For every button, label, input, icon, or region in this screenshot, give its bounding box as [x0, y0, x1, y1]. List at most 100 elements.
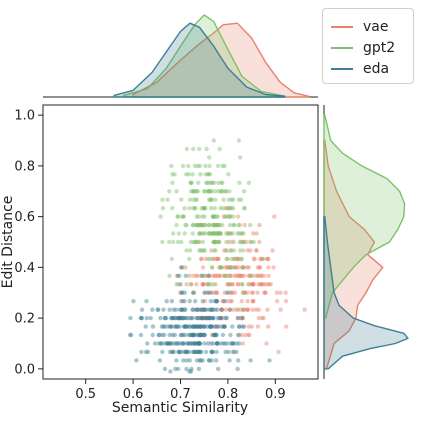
scatter-point-vae [235, 256, 240, 262]
scatter-point-gpt2 [194, 214, 199, 219]
scatter-point-vae [244, 307, 250, 312]
scatter-point-eda [222, 341, 227, 346]
scatter-point-eda [176, 341, 181, 346]
scatter-point-eda [215, 341, 220, 346]
scatter-point-eda [226, 349, 231, 355]
scatter-point-gpt2 [242, 206, 247, 211]
scatter-point-gpt2 [216, 231, 221, 236]
scatter-point-vae [241, 307, 246, 312]
scatter-point-vae [191, 273, 196, 278]
scatter-point-gpt2 [169, 256, 174, 262]
scatter-point-eda [207, 315, 212, 321]
scatter-point-vae [253, 307, 259, 312]
scatter-point-eda [159, 332, 165, 338]
scatter-point-vae [226, 206, 232, 211]
scatter-point-vae [199, 273, 204, 278]
scatter-point-eda [178, 341, 183, 346]
legend-label-vae: vae [363, 19, 389, 35]
scatter-point-vae [245, 307, 251, 312]
scatter-point-eda [198, 332, 203, 338]
scatter-point-eda [197, 332, 203, 338]
scatter-point-eda [207, 358, 212, 363]
scatter-point-gpt2 [228, 265, 233, 270]
scatter-point-gpt2 [212, 206, 217, 211]
scatter-point-vae [214, 299, 220, 304]
scatter-point-eda [195, 332, 201, 338]
scatter-point-gpt2 [219, 189, 224, 194]
scatter-point-vae [199, 256, 204, 262]
scatter-point-gpt2 [205, 282, 210, 287]
scatter-point-eda [205, 324, 210, 329]
scatter-point-vae [250, 299, 255, 304]
x-tick-label: 0.9 [265, 387, 286, 402]
scatter-point-vae [209, 332, 215, 338]
scatter-point-gpt2 [206, 231, 212, 236]
scatter-point-vae [239, 332, 244, 338]
scatter-point-eda [143, 324, 148, 329]
scatter-point-vae [258, 282, 263, 287]
scatter-point-vae [302, 307, 307, 312]
scatter-point-eda [150, 332, 155, 338]
scatter-point-gpt2 [247, 239, 253, 245]
scatter-point-eda [210, 315, 216, 321]
scatter-point-gpt2 [188, 189, 194, 194]
scatter-point-eda [224, 315, 229, 321]
scatter-point-eda [157, 358, 163, 363]
scatter-point-eda [208, 324, 213, 329]
scatter-point-vae [259, 273, 264, 278]
scatter-point-gpt2 [203, 163, 208, 169]
x-tick-label: 0.7 [170, 387, 191, 402]
scatter-point-eda [223, 315, 228, 321]
scatter-point-gpt2 [191, 239, 196, 245]
scatter-point-gpt2 [220, 180, 225, 185]
scatter-point-eda [179, 265, 184, 270]
scatter-point-gpt2 [210, 231, 215, 236]
scatter-point-gpt2 [242, 206, 247, 211]
scatter-point-vae [202, 307, 207, 312]
scatter-point-eda [192, 341, 198, 346]
scatter-point-gpt2 [170, 239, 176, 245]
scatter-point-eda [241, 324, 247, 329]
scatter-point-vae [239, 315, 244, 321]
legend-label-gpt2: gpt2 [363, 40, 396, 56]
scatter-point-vae [243, 239, 249, 245]
scatter-point-vae [261, 315, 266, 321]
scatter-point-vae [271, 265, 276, 270]
scatter-point-gpt2 [200, 222, 205, 228]
scatter-point-eda [200, 315, 205, 321]
scatter-point-vae [263, 290, 268, 295]
scatter-point-vae [266, 273, 271, 278]
scatter-point-eda [236, 358, 241, 363]
scatter-point-gpt2 [220, 206, 226, 211]
scatter-point-eda [189, 332, 194, 338]
scatter-point-gpt2 [188, 180, 193, 185]
scatter-point-eda [190, 307, 195, 312]
scatter-point-eda [212, 299, 217, 304]
scatter-point-eda [185, 349, 190, 355]
scatter-point-gpt2 [216, 239, 221, 245]
legend-item-vae: vae [331, 17, 388, 37]
scatter-point-gpt2 [208, 282, 213, 287]
scatter-point-gpt2 [246, 282, 251, 287]
scatter-point-eda [192, 341, 197, 346]
scatter-point-eda [219, 307, 224, 312]
scatter-point-gpt2 [199, 206, 204, 211]
scatter-point-eda [182, 290, 187, 295]
scatter-point-eda [155, 307, 160, 312]
scatter-point-gpt2 [191, 189, 197, 194]
scatter-point-eda [207, 315, 213, 321]
scatter-point-eda [180, 315, 185, 321]
scatter-point-gpt2 [212, 248, 217, 253]
scatter-point-gpt2 [231, 214, 236, 219]
scatter-point-gpt2 [213, 197, 218, 202]
scatter-point-eda [210, 349, 215, 355]
scatter-point-eda [197, 324, 202, 329]
scatter-point-gpt2 [190, 172, 195, 177]
scatter-point-eda [143, 349, 149, 355]
scatter-point-gpt2 [231, 222, 236, 228]
scatter-point-eda [207, 315, 212, 321]
scatter-point-gpt2 [191, 222, 196, 228]
scatter-point-gpt2 [203, 222, 208, 228]
scatter-point-eda [196, 341, 201, 346]
scatter-point-eda [196, 341, 201, 346]
